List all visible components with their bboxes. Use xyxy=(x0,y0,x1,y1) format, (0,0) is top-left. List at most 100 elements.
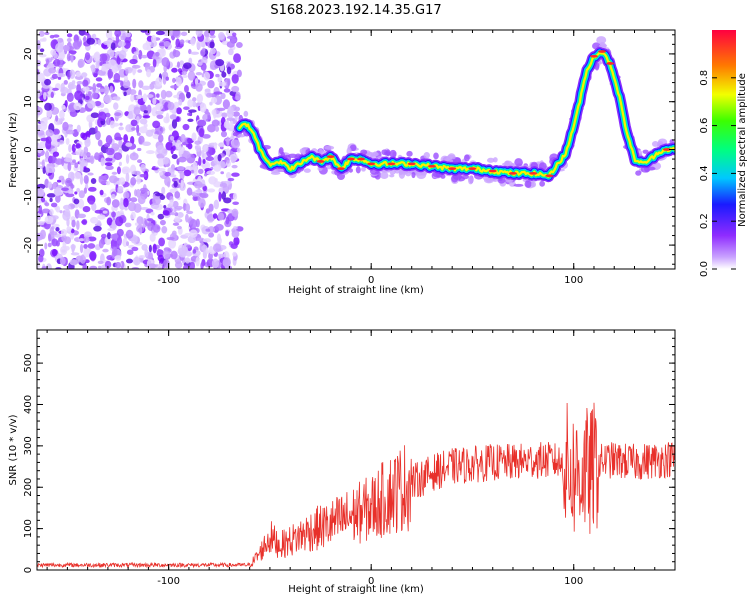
noise-speckle xyxy=(201,134,211,139)
noise-speckle xyxy=(163,259,170,269)
noise-speckle xyxy=(148,244,152,253)
noise-speckle xyxy=(201,57,208,65)
noise-speckle xyxy=(218,81,227,87)
noise-speckle xyxy=(152,120,161,129)
noise-speckle xyxy=(61,187,69,192)
noise-speckle xyxy=(103,94,112,104)
noise-speckle xyxy=(232,32,237,37)
noise-speckle xyxy=(165,90,173,98)
noise-speckle xyxy=(94,100,102,107)
noise-speckle xyxy=(87,236,97,242)
noise-speckle xyxy=(71,80,76,85)
noise-speckle xyxy=(152,58,157,68)
noise-speckle xyxy=(158,171,164,176)
noise-speckle xyxy=(51,249,58,257)
noise-speckle xyxy=(122,32,126,38)
noise-speckle xyxy=(55,205,61,213)
noise-speckle xyxy=(105,181,111,186)
noise-speckle xyxy=(54,158,64,165)
noise-speckle xyxy=(164,101,169,111)
noise-speckle xyxy=(59,257,66,266)
noise-speckle xyxy=(61,104,66,110)
noise-speckle xyxy=(81,219,87,225)
noise-speckle xyxy=(136,124,140,134)
noise-speckle xyxy=(155,51,160,57)
noise-speckle xyxy=(141,54,148,59)
noise-speckle xyxy=(161,226,168,234)
noise-speckle xyxy=(172,222,180,226)
noise-speckle xyxy=(37,187,45,197)
noise-speckle xyxy=(38,204,43,215)
noise-speckle xyxy=(187,99,194,108)
noise-speckle xyxy=(200,49,206,57)
ridge-hotspot xyxy=(508,172,517,175)
noise-speckle xyxy=(235,91,241,101)
noise-speckle xyxy=(63,80,68,85)
noise-speckle xyxy=(215,59,225,67)
noise-speckle xyxy=(236,147,241,153)
noise-speckle xyxy=(75,71,82,77)
snr-panel: -100 0 100 0 100 200 300 400 500 Height of stra… xyxy=(8,329,676,595)
noise-speckle xyxy=(192,97,197,102)
noise-speckle xyxy=(53,52,59,59)
noise-speckle xyxy=(129,136,135,145)
noise-speckle xyxy=(47,62,54,69)
snr-x-axis-label: Height of straight line (km) xyxy=(288,584,424,595)
noise-speckle xyxy=(163,204,167,209)
noise-speckle xyxy=(150,211,155,216)
noise-speckle xyxy=(226,159,230,164)
noise-speckle xyxy=(66,217,70,227)
noise-speckle xyxy=(206,170,216,176)
noise-speckle xyxy=(83,166,87,171)
noise-speckle xyxy=(138,174,147,178)
noise-speckle xyxy=(173,180,178,188)
noise-speckle xyxy=(42,85,51,89)
ridge-halo-speckle xyxy=(433,152,439,160)
noise-speckle xyxy=(42,116,50,121)
noise-speckle xyxy=(230,155,237,164)
noise-speckle xyxy=(147,263,157,269)
noise-speckle xyxy=(177,211,184,218)
noise-speckle xyxy=(225,171,232,179)
noise-speckle xyxy=(227,177,235,182)
noise-speckle xyxy=(73,198,80,205)
noise-speckle xyxy=(175,76,179,82)
noise-speckle xyxy=(49,208,54,216)
noise-speckle xyxy=(98,53,108,62)
ridge-halo-speckle xyxy=(348,168,353,173)
noise-speckle xyxy=(220,171,225,175)
noise-speckle xyxy=(231,228,236,233)
noise-speckle xyxy=(105,135,113,145)
noise-speckle xyxy=(137,69,143,73)
ridge-halo-speckle xyxy=(413,171,424,176)
noise-speckle xyxy=(191,132,197,142)
noise-speckle xyxy=(57,76,62,80)
x-tick-label: 100 xyxy=(564,576,583,587)
noise-speckle xyxy=(225,230,230,237)
figure-title: S168.2023.192.14.35.G17 xyxy=(270,3,441,18)
noise-speckle xyxy=(87,91,92,96)
noise-speckle xyxy=(211,119,220,127)
noise-speckle xyxy=(87,186,97,192)
noise-speckle xyxy=(37,160,41,169)
noise-speckle xyxy=(152,97,157,105)
ridge-halo-speckle xyxy=(635,170,642,176)
noise-speckle xyxy=(227,78,231,87)
noise-speckle xyxy=(65,129,75,135)
noise-speckle xyxy=(151,107,158,117)
noise-speckle xyxy=(50,226,55,230)
noise-speckle xyxy=(221,112,228,118)
noise-speckle xyxy=(97,265,102,269)
noise-speckle xyxy=(187,137,192,143)
noise-speckle xyxy=(155,110,164,115)
noise-speckle xyxy=(37,39,41,50)
noise-speckle xyxy=(70,228,75,234)
noise-speckle xyxy=(209,41,215,49)
noise-speckle xyxy=(219,182,228,188)
noise-speckle xyxy=(66,53,71,62)
noise-speckle xyxy=(76,220,80,231)
ridge-halo-speckle xyxy=(440,174,446,179)
noise-speckle xyxy=(157,249,162,254)
noise-speckle xyxy=(46,193,56,198)
